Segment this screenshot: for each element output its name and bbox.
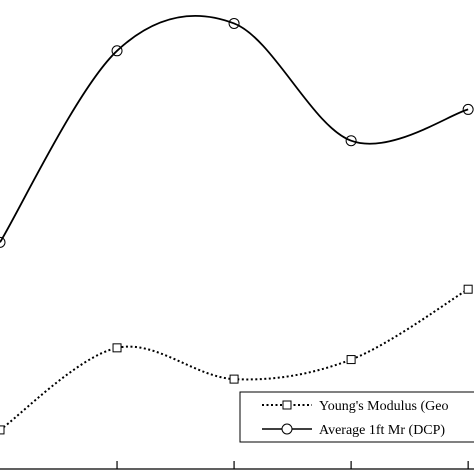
legend-marker-1: [282, 400, 292, 410]
legend-label-2: Average 1ft Mr (DCP): [319, 423, 445, 438]
series-2-point-5: [462, 103, 474, 115]
legend-item-2: Average 1ft Mr (DCP): [262, 423, 445, 438]
series-2-point-3: [228, 17, 240, 29]
legend-marker-2: [281, 423, 293, 435]
series-2-point-1: [0, 236, 6, 248]
series-2-line: [0, 14, 469, 243]
series-1-point-5: [463, 284, 473, 294]
series-1: [0, 284, 473, 435]
series-2-point-2: [111, 45, 123, 57]
series-1-point-2: [112, 343, 122, 353]
series-1-point-4: [346, 355, 356, 365]
series-2-point-4: [345, 135, 357, 147]
legend: Young's Modulus (Geo Average 1ft Mr (DCP): [239, 391, 474, 443]
legend-items: Young's Modulus (Geo Average 1ft Mr (DCP): [262, 399, 448, 438]
legend-label-1: Young's Modulus (Geo: [319, 399, 448, 414]
legend-box: [239, 391, 474, 443]
series-1-point-1: [0, 425, 5, 435]
series-1-point-3: [229, 374, 239, 384]
legend-item-1: Young's Modulus (Geo: [262, 399, 448, 414]
x-axis-ticks: [116, 461, 469, 469]
series-layer: [0, 14, 474, 435]
series-2: [0, 14, 474, 248]
